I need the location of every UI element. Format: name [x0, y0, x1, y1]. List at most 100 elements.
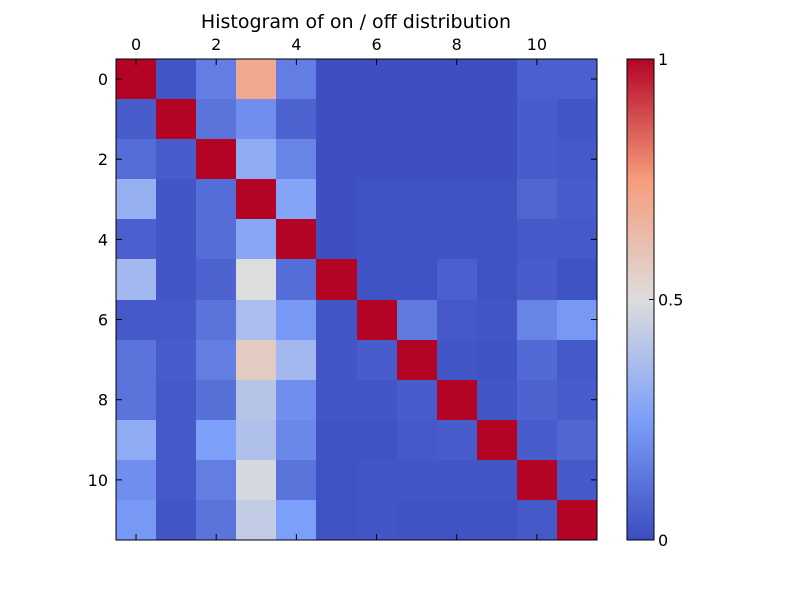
heatmap-cell-r9-c6 — [357, 420, 397, 460]
heatmap-cell-r5-c7 — [397, 259, 437, 300]
heatmap-cell-r2-c1 — [156, 139, 196, 179]
heatmap-cell-r8-c2 — [196, 380, 236, 420]
heatmap-cell-r9-c10 — [517, 420, 557, 460]
heatmap-cell-r10-c7 — [397, 460, 437, 500]
y-tick-label-4: 4 — [98, 230, 108, 249]
heatmap-cell-r4-c3 — [236, 219, 276, 259]
heatmap-cell-r1-c7 — [397, 99, 437, 139]
heatmap-cell-r1-c4 — [276, 99, 316, 139]
heatmap-cell-r4-c11 — [557, 219, 597, 259]
heatmap-cell-r3-c4 — [276, 179, 316, 219]
heatmap-cell-r0-c1 — [156, 59, 196, 99]
heatmap-cell-r5-c3 — [236, 259, 276, 300]
heatmap-cell-r2-c2 — [196, 139, 236, 179]
heatmap-cell-r0-c8 — [437, 59, 477, 99]
heatmap-cell-r6-c5 — [316, 300, 357, 340]
heatmap-cell-r10-c0 — [116, 460, 156, 500]
heatmap-cell-r9-c7 — [397, 420, 437, 460]
x-tick-label-6: 6 — [371, 35, 381, 54]
heatmap-cell-r6-c10 — [517, 300, 557, 340]
heatmap-cell-r7-c9 — [477, 340, 517, 380]
heatmap-cell-r4-c2 — [196, 219, 236, 259]
heatmap-cell-r5-c2 — [196, 259, 236, 300]
heatmap-cell-r5-c5 — [316, 259, 357, 300]
heatmap-cell-r4-c8 — [437, 219, 477, 259]
heatmap-cell-r6-c3 — [236, 300, 276, 340]
heatmap-cell-r11-c0 — [116, 500, 156, 540]
heatmap-cell-r10-c1 — [156, 460, 196, 500]
heatmap-cell-r3-c7 — [397, 179, 437, 219]
x-tick-label-10: 10 — [527, 35, 547, 54]
heatmap-cell-r1-c5 — [316, 99, 357, 139]
heatmap-cell-r0-c2 — [196, 59, 236, 99]
heatmap-cell-r5-c4 — [276, 259, 316, 300]
heatmap-cell-r4-c9 — [477, 219, 517, 259]
heatmap-cell-r4-c6 — [357, 219, 397, 259]
heatmap-cell-r7-c2 — [196, 340, 236, 380]
heatmap-cell-r5-c6 — [357, 259, 397, 300]
colorbar: 00.51 — [626, 50, 683, 550]
heatmap-cell-r5-c9 — [477, 259, 517, 300]
y-tick-label-8: 8 — [98, 391, 108, 410]
heatmap-cell-r2-c8 — [437, 139, 477, 179]
heatmap-cell-r0-c4 — [276, 59, 316, 99]
heatmap-cell-r7-c0 — [116, 340, 156, 380]
heatmap-cell-r9-c3 — [236, 420, 276, 460]
heatmap-cell-r10-c3 — [236, 460, 276, 500]
heatmap-cell-r5-c10 — [517, 259, 557, 300]
heatmap-cell-r0-c3 — [236, 59, 276, 99]
heatmap-cell-r9-c2 — [196, 420, 236, 460]
heatmap-cell-r3-c0 — [116, 179, 156, 219]
heatmap-cell-r7-c3 — [236, 340, 276, 380]
heatmap-cell-r6-c8 — [437, 300, 477, 340]
heatmap-cell-r2-c11 — [557, 139, 597, 179]
heatmap-cell-r8-c11 — [557, 380, 597, 420]
heatmap-cell-r2-c6 — [357, 139, 397, 179]
heatmap-cell-r7-c4 — [276, 340, 316, 380]
heatmap-cell-r5-c1 — [156, 259, 196, 300]
heatmap-cell-r10-c9 — [477, 460, 517, 500]
heatmap-cell-r7-c8 — [437, 340, 477, 380]
heatmap-cell-r8-c6 — [357, 380, 397, 420]
heatmap-cell-r8-c10 — [517, 380, 557, 420]
colorbar-ticks: 00.51 — [649, 50, 683, 550]
heatmap-cell-r3-c2 — [196, 179, 236, 219]
axis-ticks: 0 2 4 6 8 10 0 2 4 6 8 10 — [88, 35, 597, 540]
heatmap-cell-r9-c8 — [437, 420, 477, 460]
heatmap-cell-r11-c2 — [196, 500, 236, 540]
heatmap-cell-r1-c2 — [196, 99, 236, 139]
y-tick-label-6: 6 — [98, 311, 108, 330]
heatmap-cell-r0-c6 — [357, 59, 397, 99]
heatmap-cell-r1-c1 — [156, 99, 196, 139]
heatmap-cell-r2-c10 — [517, 139, 557, 179]
heatmap-cell-r2-c4 — [276, 139, 316, 179]
heatmap-cell-r8-c3 — [236, 380, 276, 420]
heatmap-cell-r8-c8 — [437, 380, 477, 420]
chart-title: Histogram of on / off distribution — [201, 11, 511, 33]
heatmap-cell-r6-c1 — [156, 300, 196, 340]
heatmap-cell-r9-c11 — [557, 420, 597, 460]
heatmap-cell-r3-c10 — [517, 179, 557, 219]
heatmap-cell-r2-c5 — [316, 139, 357, 179]
heatmap-cell-r7-c7 — [397, 340, 437, 380]
heatmap-cell-r7-c5 — [316, 340, 357, 380]
heatmap-cell-r1-c0 — [116, 99, 156, 139]
heatmap-cell-r0-c10 — [517, 59, 557, 99]
heatmap-cell-r10-c10 — [517, 460, 557, 500]
heatmap-cell-r3-c1 — [156, 179, 196, 219]
heatmap-cell-r0-c11 — [557, 59, 597, 99]
heatmap-cell-r0-c9 — [477, 59, 517, 99]
heatmap-cell-r11-c9 — [477, 500, 517, 540]
x-tick-label-4: 4 — [291, 35, 301, 54]
heatmap-cell-r2-c3 — [236, 139, 276, 179]
heatmap-cell-r6-c11 — [557, 300, 597, 340]
heatmap-cell-r9-c4 — [276, 420, 316, 460]
heatmap-cell-r8-c9 — [477, 380, 517, 420]
heatmap-cell-r6-c0 — [116, 300, 156, 340]
heatmap-cell-r5-c8 — [437, 259, 477, 300]
heatmap-cell-r10-c11 — [557, 460, 597, 500]
heatmap-cell-r6-c2 — [196, 300, 236, 340]
heatmap-cell-r7-c10 — [517, 340, 557, 380]
heatmap-cell-r3-c8 — [437, 179, 477, 219]
